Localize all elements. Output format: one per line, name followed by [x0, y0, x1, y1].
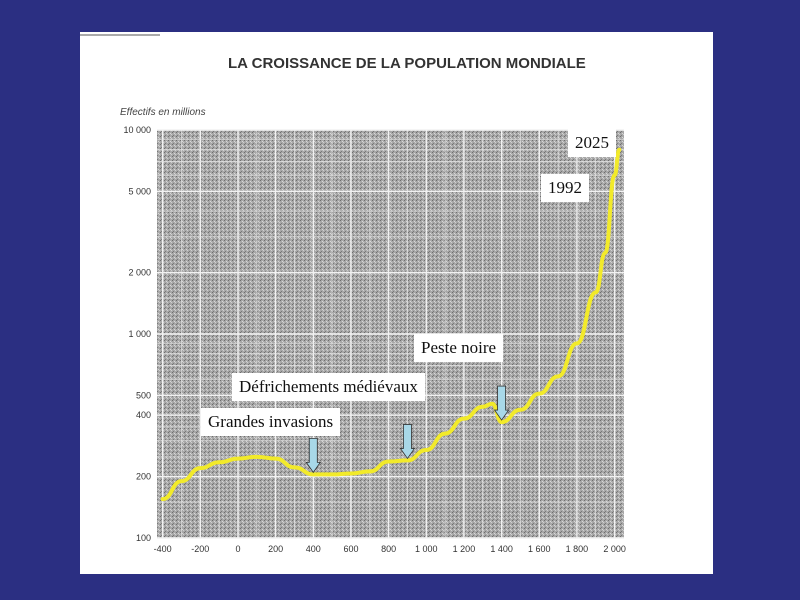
y-tick-label: 5 000 [128, 186, 151, 196]
y-tick-label: 100 [136, 533, 151, 543]
x-tick-label: 1 400 [490, 544, 513, 554]
annotation-1992: 1992 [541, 174, 589, 202]
chart-title: LA CROISSANCE DE LA POPULATION MONDIALE [228, 55, 586, 72]
annotation-grandes-invasions: Grandes invasions [201, 408, 341, 436]
x-tick-label: 200 [268, 544, 283, 554]
y-tick-label: 1 000 [128, 329, 151, 339]
y-axis-label: Effectifs en millions [120, 107, 206, 118]
x-tick-label: 800 [381, 544, 396, 554]
x-tick-label: 1 800 [566, 544, 589, 554]
population-line [160, 147, 622, 502]
annotation-2025: 2025 [568, 129, 616, 157]
y-tick-label: 2 000 [128, 268, 151, 278]
x-tick-label: 1 600 [528, 544, 551, 554]
annotation-defrichements-medievaux: Défrichements médiévaux [232, 373, 425, 401]
annotation-arrows [305, 385, 510, 474]
y-tick-label: 400 [136, 410, 151, 420]
x-tick-label: 600 [343, 544, 358, 554]
x-tick-label: 0 [235, 544, 240, 554]
y-tick-label: 200 [136, 472, 151, 482]
y-tick-labels: 100 200 400 500 1 000 2 000 5 000 10 000 [123, 125, 151, 543]
annotation-peste-noire: Peste noire [414, 334, 504, 362]
x-tick-label: 400 [306, 544, 321, 554]
annotation-arrow [305, 438, 322, 474]
x-tick-label: -400 [154, 544, 172, 554]
y-tick-label: 10 000 [123, 125, 151, 135]
chart: LA CROISSANCE DE LA POPULATION MONDIALE … [80, 34, 626, 554]
y-tick-label: 500 [136, 390, 151, 400]
x-tick-labels: -400 -200 0 200 400 600 800 1 000 1 200 1 400 1 60… [154, 544, 626, 554]
x-tick-label: 1 000 [415, 544, 438, 554]
annotation-arrow [493, 385, 510, 421]
annotation-arrow [399, 424, 416, 460]
x-tick-label: -200 [191, 544, 209, 554]
x-tick-label: 2 000 [603, 544, 626, 554]
slide: LA CROISSANCE DE LA POPULATION MONDIALE … [80, 32, 713, 574]
x-tick-label: 1 200 [453, 544, 476, 554]
